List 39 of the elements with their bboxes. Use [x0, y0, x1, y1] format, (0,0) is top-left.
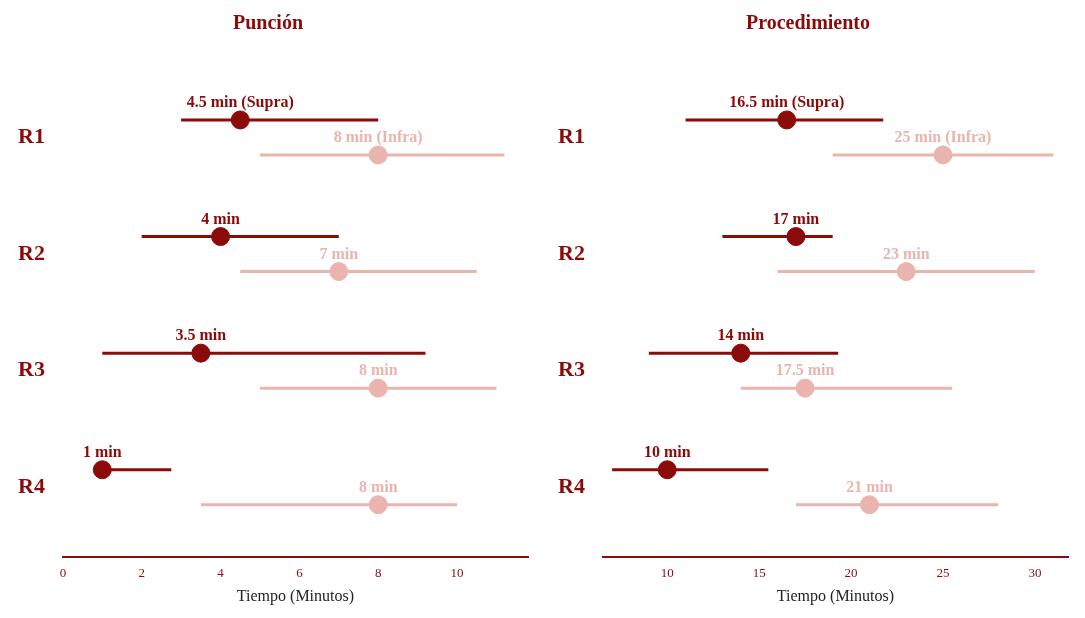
- chart-title: Procedimiento: [745, 11, 871, 34]
- y-tick-label: R4: [18, 472, 45, 498]
- x-tick-label: 20: [844, 565, 858, 581]
- x-tick-label: 8: [374, 565, 382, 581]
- x-tick-label: 10: [660, 565, 674, 581]
- x-axis-title: Tiempo (Minutos): [236, 586, 355, 605]
- data-label: 7 min: [319, 244, 359, 262]
- data-label: 23 min: [882, 244, 930, 262]
- x-tick-label: 0: [59, 565, 67, 581]
- x-tick-label: 15: [752, 565, 766, 581]
- data-label: 4.5 min (Supra): [186, 93, 294, 112]
- x-tick-label: 2: [138, 565, 145, 581]
- data-label: 16.5 min (Supra): [729, 93, 845, 112]
- data-label: 8 min: [358, 477, 398, 495]
- x-tick-label: 6: [296, 565, 304, 581]
- y-tick-label: R1: [558, 123, 585, 149]
- data-label: 21 min: [846, 477, 893, 495]
- x-tick-label: 25: [936, 565, 950, 581]
- y-tick-label: R3: [18, 356, 45, 382]
- x-tick-label: 4: [217, 565, 225, 581]
- data-label: 25 min (Infra): [894, 128, 992, 147]
- data-label: 1 min: [82, 442, 122, 460]
- data-label: 10 min: [643, 442, 691, 460]
- x-tick-label: 30: [1028, 565, 1042, 581]
- data-label: 14 min: [717, 326, 765, 344]
- x-tick-label: 10: [450, 565, 464, 581]
- y-tick-label: R1: [18, 123, 45, 149]
- y-tick-label: R2: [18, 239, 45, 265]
- data-label: 17.5 min: [775, 361, 835, 379]
- data-label: 4 min: [201, 209, 240, 227]
- data-label: 8 min (Infra): [333, 128, 423, 147]
- x-axis-title: Tiempo (Minutos): [776, 586, 895, 605]
- y-tick-label: R4: [558, 472, 585, 498]
- data-label: 3.5 min: [175, 326, 227, 344]
- chart-title: Punción: [232, 11, 304, 34]
- data-label: 8 min: [358, 361, 398, 379]
- data-label: 17 min: [772, 209, 820, 227]
- y-tick-label: R3: [558, 356, 585, 382]
- y-tick-label: R2: [558, 239, 585, 265]
